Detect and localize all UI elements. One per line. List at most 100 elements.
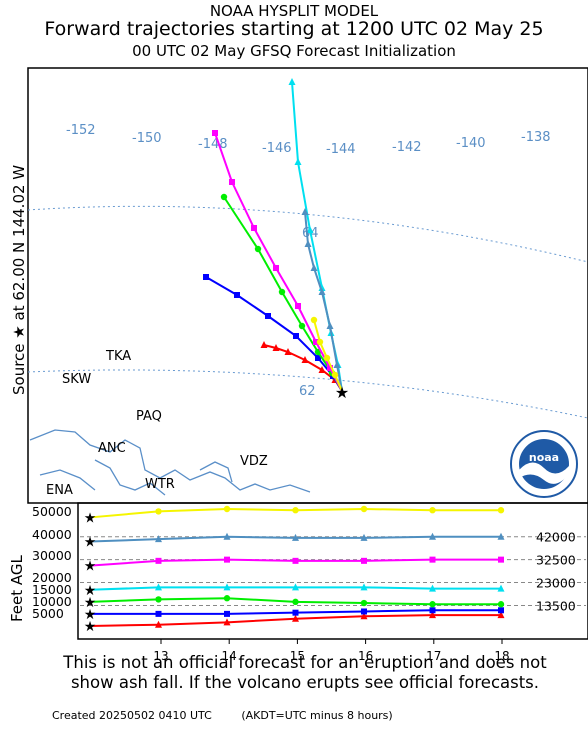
track-point xyxy=(260,341,268,348)
start-star-icon: ★ xyxy=(84,583,97,599)
reference-lines xyxy=(80,536,586,606)
disclaimer-line: show ash fall. If the volcano erupts see… xyxy=(70,673,540,692)
station-label: WTR xyxy=(145,477,175,492)
disclaimer-line: This is not an official forecast for an … xyxy=(63,653,547,672)
track-point xyxy=(301,208,309,215)
right-height-labels: 42000 32500 23000 13500 xyxy=(536,530,576,614)
track-point xyxy=(327,365,333,371)
height-profile: ★ xyxy=(84,583,505,599)
track-point xyxy=(254,245,262,253)
profile-point xyxy=(360,505,368,513)
x-tick-label: 16 xyxy=(358,649,373,663)
track-point xyxy=(293,333,299,339)
y-tick-label: 30000 xyxy=(32,548,72,563)
profile-point xyxy=(155,508,162,515)
lat-label: 62 xyxy=(299,384,316,399)
y-tick-label: 5000 xyxy=(32,606,64,621)
track-point xyxy=(315,355,321,361)
profile-point xyxy=(292,609,299,616)
profile-point xyxy=(429,532,436,540)
profile-point xyxy=(155,583,162,591)
trajectory-track xyxy=(212,130,343,392)
profile-point xyxy=(155,535,162,543)
lon-label: -152 xyxy=(66,123,96,138)
noaa-logo: noaa xyxy=(510,430,578,498)
track-point xyxy=(323,354,331,362)
track-point xyxy=(295,303,301,309)
created-timestamp: Created 20250502 0410 UTC xyxy=(52,709,212,722)
height-profile: ★ xyxy=(84,595,505,611)
start-star-icon: ★ xyxy=(84,619,97,635)
track-point xyxy=(229,179,235,185)
right-height-label: 13500 xyxy=(536,598,576,613)
start-star-icon: ★ xyxy=(84,595,97,611)
profile-point xyxy=(497,584,505,592)
track-point xyxy=(310,316,318,324)
lon-label: -150 xyxy=(132,131,162,146)
profile-point xyxy=(155,610,162,617)
track-point xyxy=(313,339,319,345)
lon-label: -146 xyxy=(262,141,292,156)
station-labels: TKA SKW PAQ ANC VDZ WTR ENA xyxy=(46,349,268,498)
logo-text: noaa xyxy=(529,451,559,464)
profile-point xyxy=(292,614,299,622)
profile-point xyxy=(360,599,368,607)
height-profile: ★ xyxy=(84,607,504,623)
y-tick-label: 20000 xyxy=(32,570,72,585)
track-point xyxy=(304,240,312,247)
profile-point xyxy=(223,595,231,602)
height-profiles: ★★★★★★★ xyxy=(84,505,505,635)
station-label: TKA xyxy=(105,349,131,364)
height-profile: ★ xyxy=(84,532,505,551)
profile-point xyxy=(361,557,367,564)
profile-point xyxy=(497,611,505,619)
station-label: ANC xyxy=(98,441,126,456)
profile-point xyxy=(429,607,436,614)
profile-point xyxy=(224,556,230,563)
longitude-labels: -152 -150 -148 -146 -144 -142 -140 -138 xyxy=(66,123,551,157)
profile-point xyxy=(360,612,368,620)
profile-point xyxy=(224,610,230,617)
track-point xyxy=(220,193,228,201)
right-height-label: 23000 xyxy=(536,576,576,591)
profile-point xyxy=(155,620,162,628)
profile-point xyxy=(429,584,436,592)
track-point xyxy=(294,158,302,165)
profile-point xyxy=(429,611,436,619)
chart-subtitle: 00 UTC 02 May GFSQ Forecast Initializati… xyxy=(132,42,456,60)
profile-point xyxy=(498,607,504,614)
y-tick-label: 50000 xyxy=(32,504,72,519)
station-label: VDZ xyxy=(240,454,268,469)
lon-label: -140 xyxy=(456,136,486,151)
station-label: ENA xyxy=(46,483,73,498)
station-label: SKW xyxy=(62,372,91,387)
x-tick-labels: 13 14 15 16 17 18 xyxy=(153,639,510,663)
profile-point xyxy=(223,583,231,591)
profile-point xyxy=(155,596,162,603)
profile-point xyxy=(429,556,436,563)
profile-point xyxy=(429,601,436,608)
x-tick-label: 18 xyxy=(494,649,509,663)
profile-point xyxy=(292,598,299,606)
profile-point xyxy=(497,601,505,608)
profile-point xyxy=(498,556,504,563)
profile-point xyxy=(292,583,299,591)
height-profile: ★ xyxy=(84,505,505,526)
track-point xyxy=(298,322,306,330)
profile-point xyxy=(360,583,368,591)
profile-point xyxy=(429,507,436,514)
x-tick-label: 15 xyxy=(290,649,305,663)
profile-point xyxy=(223,505,231,513)
x-tick-label: 13 xyxy=(153,649,168,663)
profile-point xyxy=(292,557,299,564)
coastline xyxy=(29,429,311,496)
profile-point xyxy=(361,608,367,615)
track-point xyxy=(212,130,218,136)
track-point xyxy=(316,338,324,346)
track-point xyxy=(318,288,326,295)
profile-point xyxy=(223,618,231,626)
track-point xyxy=(301,356,309,363)
right-height-label: 32500 xyxy=(536,553,576,568)
track-point xyxy=(278,288,286,296)
